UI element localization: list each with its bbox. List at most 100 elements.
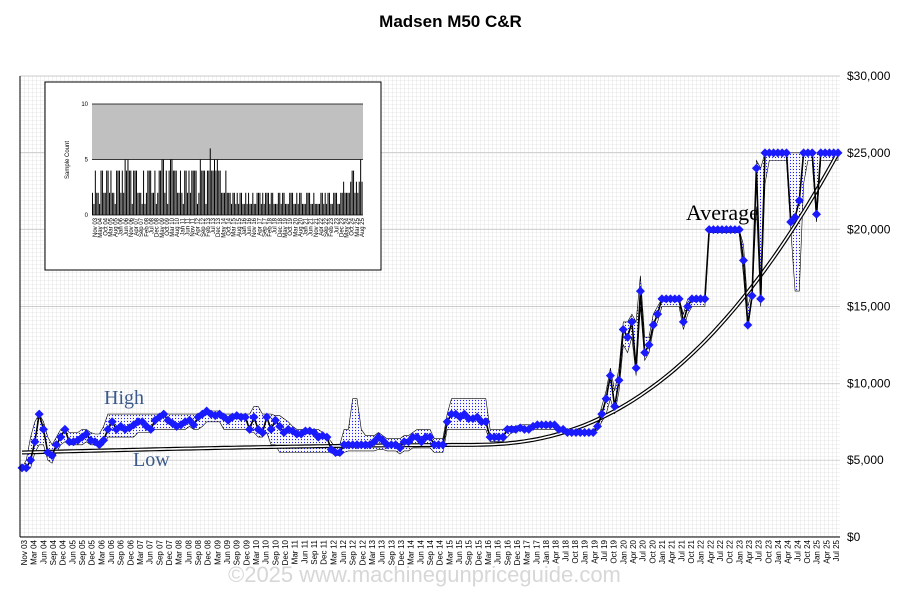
inset-x-tick: Nov 11 [191,217,197,236]
x-tick-label: Jul 25 [832,539,841,561]
inset-bar [321,192,323,215]
average-curve-inner [21,152,839,454]
x-tick-label: Apr 25 [822,539,831,563]
y-tick-label: $0 [847,530,861,544]
inset-bar [120,192,122,215]
inset-bar [290,192,292,215]
price-marker [833,148,843,158]
inset-bar [131,203,133,215]
inset-bar [165,170,167,215]
price-marker [56,432,66,442]
inset-bar [250,203,252,215]
x-tick-label: Sep 09 [233,539,242,565]
inset-bar [275,203,277,215]
inset-bar [151,192,153,215]
price-marker [26,455,36,465]
price-marker [674,294,684,304]
inset-x-tick: Jan 11 [180,217,186,235]
price-marker [614,375,624,385]
price-marker [747,291,757,301]
x-tick-label: Sep 14 [426,539,435,565]
price-marker [30,437,40,447]
inset-bar [148,170,150,215]
average-annotation: Average [686,200,759,225]
x-tick-label: Dec 13 [397,539,406,565]
inset-bar [319,203,321,215]
inset-bar [209,148,211,215]
inset-bar [228,192,230,215]
inset-bar [236,192,238,215]
y-tick-label: $30,000 [847,69,891,83]
inset-bar [123,192,125,215]
x-tick-label: Jun 13 [378,539,387,564]
inset-bar [232,192,234,215]
inset-bar [226,192,228,215]
y-tick-label: $10,000 [847,376,891,390]
x-tick-label: Dec 10 [281,539,290,565]
x-tick-label: Dec 05 [88,539,97,565]
inset-bar [147,170,149,215]
inset-bar [184,170,186,215]
inset-bar [133,170,135,215]
inset-x-tick: Aug 05 [114,217,120,237]
inset-x-tick: Jan 21 [304,217,310,236]
inset-bar [223,192,225,215]
inset-bar [243,203,245,215]
inset-x-tick: Sep 22 [324,217,330,237]
x-tick-label: Mar 04 [30,539,39,564]
inset-bar [218,170,220,215]
inset-bar [116,170,118,215]
inset-bar [221,192,223,215]
inset-x-tick: Oct 09 [165,217,171,235]
x-tick-label: Mar 17 [523,539,532,564]
inset-bar [351,170,353,215]
inset-bar [334,192,336,215]
x-tick-label: Jan 25 [813,539,822,564]
inset-bar [301,203,303,215]
inset-bar [249,203,251,215]
inset-bar [177,192,179,215]
x-tick-label: Apr 18 [552,539,561,563]
high-annotation: High [104,387,144,409]
inset-x-tick: Jun 21 [309,217,315,236]
inset-bar [266,192,268,215]
x-tick-label: Mar 15 [445,539,454,564]
inset-bar [355,181,357,215]
price-marker [734,225,744,235]
inset-x-tick: Nov 16 [252,217,258,237]
price-marker [794,195,804,205]
x-tick-label: Sep 13 [387,539,396,565]
inset-bar [282,192,284,215]
price-marker [678,317,688,327]
x-tick-label: Jul 23 [755,539,764,561]
inset-bar [272,192,274,215]
inset-x-tick: May 19 [283,217,289,237]
inset-bar [279,192,281,215]
inset-bar [211,170,213,215]
price-marker [60,424,70,434]
x-tick-label: Oct 23 [764,539,773,563]
price-marker [34,409,44,419]
price-marker [258,428,268,438]
x-tick-label: Mar 06 [97,539,106,564]
x-tick-label: Jun 12 [339,539,348,564]
inset-bar [96,192,98,215]
inset-bars [92,103,363,216]
inset-x-tick: Nov 06 [129,217,135,237]
x-tick-label: Sep 11 [310,539,319,564]
price-marker [648,320,658,330]
price-marker [605,371,615,381]
inset-bar [277,192,279,215]
x-tick-label: Jun 11 [300,539,309,563]
x-tick-label: Jul 21 [677,539,686,561]
inset-x-tick: Jan 06 [119,217,125,236]
inset-bar [307,192,309,215]
y-tick-label: $5,000 [847,453,884,467]
inset-x-tick: Jul 08 [149,217,155,234]
price-marker [245,424,255,434]
price-marker [21,463,31,473]
inset-bar [258,192,259,215]
inset-bar [216,159,218,215]
x-tick-label: Jul 20 [639,539,648,561]
inset-bar [273,203,275,215]
